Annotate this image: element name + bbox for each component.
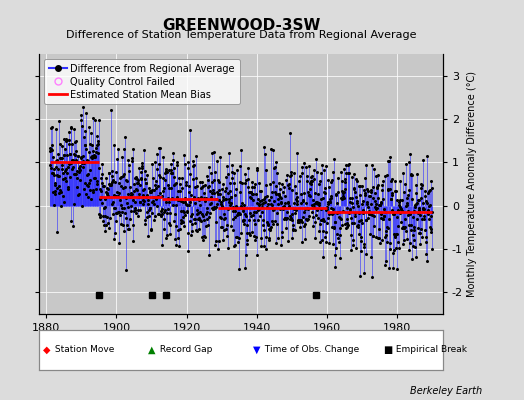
Text: Time of Obs. Change: Time of Obs. Change: [262, 346, 359, 354]
Text: ▲: ▲: [148, 345, 156, 355]
Y-axis label: Monthly Temperature Anomaly Difference (°C): Monthly Temperature Anomaly Difference (…: [467, 71, 477, 297]
Text: Difference of Station Temperature Data from Regional Average: Difference of Station Temperature Data f…: [66, 30, 416, 40]
Text: Record Gap: Record Gap: [157, 346, 213, 354]
Legend: Difference from Regional Average, Quality Control Failed, Estimated Station Mean: Difference from Regional Average, Qualit…: [44, 59, 240, 104]
Text: Empirical Break: Empirical Break: [393, 346, 467, 354]
Text: GREENWOOD-3SW: GREENWOOD-3SW: [162, 18, 320, 33]
Text: ▼: ▼: [253, 345, 260, 355]
Text: Station Move: Station Move: [52, 346, 115, 354]
Text: Berkeley Earth: Berkeley Earth: [410, 386, 482, 396]
Text: ◆: ◆: [43, 345, 51, 355]
Text: ■: ■: [383, 345, 392, 355]
